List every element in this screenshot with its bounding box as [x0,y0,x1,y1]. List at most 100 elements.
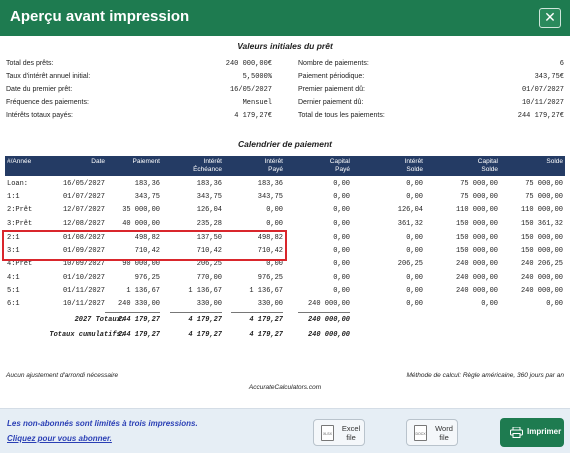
cell-principal-paid: 0,00 [333,274,350,282]
cell-number: 3:Prêt [7,220,33,228]
summary-row: Paiement périodique: 343,75€ [298,71,564,83]
totals-paid: 4 179,27 [249,331,283,339]
cell-interest-balance: 0,00 [406,180,423,188]
cell-interest-balance: 0,00 [406,274,423,282]
summary-value: 4 179,27€ [234,112,272,120]
cell-interest-due: 137,50 [196,234,222,242]
totals-paid: 4 179,27 [249,316,283,324]
table-row: 3:1 01/09/2027 710,42 710,42 710,42 0,00 0,00 1… [5,245,565,258]
summary-value: 244 179,27€ [517,112,564,120]
summary-row: Total de tous les paiements: 244 179,27€ [298,110,564,122]
cell-interest-balance: 361,32 [397,220,423,228]
cell-interest-paid: 976,25 [257,274,283,282]
cell-date: 01/09/2027 [62,247,105,255]
cell-principal-balance: 110 000,00 [455,206,498,214]
totals-pay: 244 179,27 [117,331,160,339]
cell-interest-balance: 206,25 [397,260,423,268]
cell-interest-paid: 1 136,67 [249,287,283,295]
totals-row: Totaux cumulatifs: 244 179,27 4 179,27 4 17… [5,329,565,342]
cell-principal-balance: 240 000,00 [455,260,498,268]
cell-interest-balance: 0,00 [406,287,423,295]
cell-interest-due: 235,28 [196,220,222,228]
highlight-box [2,230,287,261]
cell-principal-paid: 0,00 [333,206,350,214]
hdr-balance: Solde [546,158,563,165]
cell-number: 3:1 [7,247,20,255]
summary-heading: Valeurs initiales du prêt [237,41,333,51]
cell-principal-paid: 240 000,00 [307,300,350,308]
cell-date: 12/07/2027 [62,206,105,214]
excel-file-button[interactable]: XLSX Excel file [313,419,365,446]
cell-principal-balance: 240 000,00 [455,274,498,282]
table-row: Loan: 16/05/2027 183,36 183,36 183,36 0,00 0,0… [5,178,565,191]
cell-interest-balance: 0,00 [406,234,423,242]
footer-bar: Les non-abonnés sont limités à trois imp… [0,408,570,453]
xlsx-file-icon: XLSX [321,425,334,441]
cell-date: 01/11/2027 [62,287,105,295]
summary-value: 5,5000% [242,73,272,81]
cell-number: 6:1 [7,300,20,308]
excel-button-label: Excel file [341,424,361,442]
totals-cap: 240 000,00 [307,331,350,339]
close-button[interactable]: ✕ [539,8,561,28]
cell-interest-due: 126,04 [196,206,222,214]
cell-principal-paid: 0,00 [333,247,350,255]
summary-value: 10/11/2027 [521,99,564,107]
rounding-note: Aucun ajustement d'arrondi nécessaire [6,372,119,379]
printer-icon [510,427,523,438]
totals-rule [170,312,222,313]
cell-payment: 1 136,67 [126,287,160,295]
cell-interest-paid: 498,82 [257,234,283,242]
cell-number: Loan: [7,180,29,188]
cell-number: 4:Prêt [7,260,33,268]
cell-interest-balance: 0,00 [406,247,423,255]
summary-row: Nombre de paiements: 6 [298,58,564,70]
summary-value: 240 000,00€ [225,60,272,68]
cell-number: 2:1 [7,234,20,242]
cell-number: 1:1 [7,193,20,201]
cell-principal-paid: 0,00 [333,234,350,242]
summary-row: Intérêts totaux payés: 4 179,27€ [6,110,272,122]
cell-interest-paid: 710,42 [257,247,283,255]
print-button[interactable]: Imprimer [500,418,564,447]
totals-rule [105,312,160,313]
cell-payment: 976,25 [134,274,160,282]
table-row: 4:1 01/10/2027 976,25 770,00 976,25 0,00 0,00 2… [5,272,565,285]
cell-interest-balance: 0,00 [406,300,423,308]
table-row: 4:Prêt 10/09/2027 90 000,00 206,25 0,00 0,00 2… [5,258,565,271]
cell-interest-due: 343,75 [196,193,222,201]
summary-label: Dernier paiement dû: [298,99,364,106]
hdr-payment: Paiement [132,158,160,165]
cell-principal-paid: 0,00 [333,180,350,188]
hdr-principal-paid: Capital Payé [329,158,350,173]
cell-payment: 240 330,00 [117,300,160,308]
cell-number: 2:Prêt [7,206,33,214]
cell-interest-paid: 183,36 [257,180,283,188]
word-file-button[interactable]: DOCX Word file [406,419,458,446]
summary-row: Taux d'intérêt annuel initial: 5,5000% [6,71,272,83]
cell-date: 01/07/2027 [62,193,105,201]
cell-balance: 150 361,32 [520,220,563,228]
cell-principal-paid: 0,00 [333,260,350,268]
table-row: 2:Prêt 12/07/2027 35 000,00 126,04 0,00 0,00 1… [5,204,565,217]
word-button-label: Word file [435,424,453,442]
cell-interest-due: 1 136,67 [188,287,222,295]
print-button-label: Imprimer [527,427,562,436]
summary-row: Dernier paiement dû: 10/11/2027 [298,97,564,109]
cell-date: 16/05/2027 [62,180,105,188]
subscribe-link[interactable]: Cliquez pour vous abonner. [7,434,112,443]
cell-interest-paid: 0,00 [266,206,283,214]
summary-value: 6 [559,60,564,68]
window-title: Aperçu avant impression [10,8,190,25]
cell-principal-balance: 150 000,00 [455,247,498,255]
summary-label: Taux d'intérêt annuel initial: [6,73,91,80]
totals-rule [298,312,350,313]
cell-payment: 343,75 [134,193,160,201]
cell-date: 10/11/2027 [62,300,105,308]
cell-interest-balance: 126,04 [397,206,423,214]
hdr-interest-paid: Intérêt Payé [264,158,283,173]
cell-balance: 240 000,00 [520,287,563,295]
cell-interest-due: 770,00 [196,274,222,282]
hdr-interest-due: Intérêt Échéance [193,158,222,173]
cell-interest-paid: 343,75 [257,193,283,201]
